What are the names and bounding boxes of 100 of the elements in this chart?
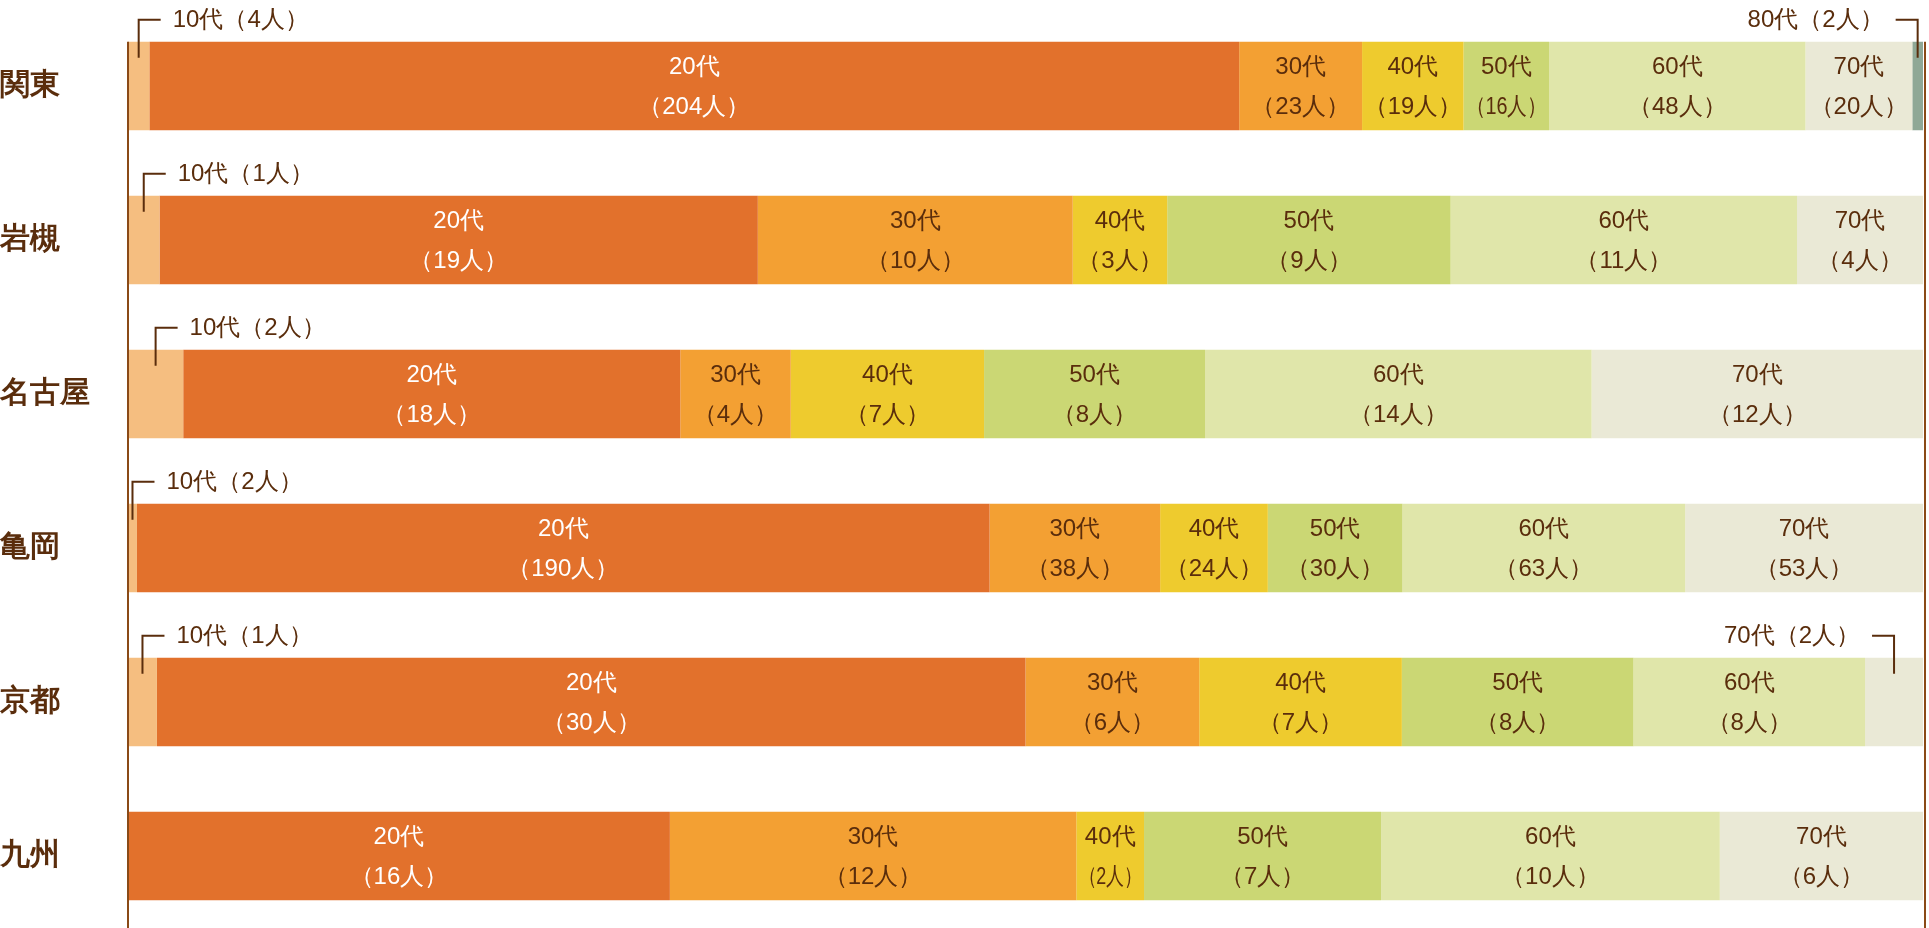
series-label: 50代	[1492, 667, 1544, 695]
bar	[1685, 503, 1923, 593]
y-tick-label: 岩槻	[0, 221, 60, 255]
data-label: （190人）	[507, 553, 620, 581]
bar	[1199, 657, 1402, 747]
data-label: （38人）	[1025, 553, 1125, 581]
series-label: 40代	[1275, 667, 1326, 695]
bar	[1805, 41, 1913, 131]
data-label: （30人）	[541, 707, 641, 735]
data-label: （9人）	[1266, 245, 1352, 273]
bar	[1167, 195, 1451, 285]
series-label: 60代	[1518, 513, 1570, 541]
data-label: （20人）	[1809, 91, 1909, 119]
bar	[680, 349, 791, 439]
text: 10代（1人）	[177, 159, 314, 187]
bar	[136, 503, 990, 593]
bar	[1450, 195, 1798, 285]
text: 10代（4人）	[172, 5, 309, 33]
data-label: （4人）	[692, 399, 779, 427]
data-label: （6人）	[1778, 861, 1865, 889]
series-label: 40代	[1084, 821, 1136, 849]
data-label: （8人）	[1706, 707, 1792, 735]
data-label: （30人）	[1285, 553, 1385, 581]
series-label: 20代	[668, 51, 720, 79]
series-label: 50代	[1309, 513, 1361, 541]
series-label: 70代	[1833, 51, 1885, 79]
series-label: 20代	[537, 513, 589, 541]
series-label: 30代	[710, 359, 761, 387]
series-label: 20代	[406, 359, 458, 387]
data-label: （7人）	[1257, 707, 1344, 735]
bar	[1144, 811, 1382, 901]
series-label: 70代	[1796, 821, 1847, 849]
bar	[156, 657, 1026, 747]
data-label: （23人）	[1251, 91, 1350, 119]
series-label: 50代	[1283, 205, 1335, 233]
series-label: 60代	[1525, 821, 1576, 849]
bar	[757, 195, 1073, 285]
text: 70代（2人）	[1724, 621, 1861, 649]
series-label: 60代	[1651, 51, 1703, 79]
series-label: 60代	[1598, 205, 1650, 233]
text: 10代（2人）	[166, 467, 303, 495]
data-label: （16人）	[349, 861, 449, 889]
data-label: （8人）	[1051, 399, 1138, 427]
bar	[1362, 41, 1464, 131]
data-label: （7人）	[844, 399, 931, 427]
text: 10代（1人）	[176, 621, 313, 649]
bar	[1160, 503, 1268, 593]
series-label: 60代	[1723, 667, 1775, 695]
bar	[790, 349, 985, 439]
bar	[1381, 811, 1720, 901]
data-label: （204人）	[638, 91, 751, 119]
bar	[1025, 657, 1200, 747]
series-label: 50代	[1237, 821, 1288, 849]
text: 10代（2人）	[189, 313, 326, 341]
series-label: 40代	[1387, 51, 1439, 79]
data-label: （14人）	[1348, 399, 1448, 427]
data-label: （10人）	[865, 245, 965, 273]
bar	[989, 503, 1161, 593]
series-label: 60代	[1372, 359, 1424, 387]
series-label: 50代	[1480, 51, 1532, 79]
data-label: （7人）	[1219, 861, 1306, 889]
bar	[1797, 195, 1923, 285]
series-label: 20代	[565, 667, 617, 695]
series-label: 30代	[1087, 667, 1138, 695]
data-label: （12人）	[1707, 399, 1807, 427]
data-label: （19人）	[1363, 91, 1462, 119]
bar	[1402, 503, 1686, 593]
bar	[984, 349, 1205, 439]
series-label: 30代	[1275, 51, 1326, 79]
series-label: 40代	[1094, 205, 1146, 233]
data-label: （4人）	[1817, 245, 1903, 273]
bar	[128, 349, 184, 439]
bar	[128, 657, 157, 747]
y-tick-label: 九州	[0, 837, 60, 871]
data-label: （10人）	[1501, 861, 1600, 889]
data-label: （3人）	[1077, 245, 1163, 273]
series-label: 50代	[1069, 359, 1120, 387]
bar	[1401, 657, 1634, 747]
data-label: （19人）	[409, 245, 509, 273]
bar	[1633, 657, 1866, 747]
series-label: 70代	[1778, 513, 1830, 541]
series-label: 70代	[1834, 205, 1886, 233]
data-label: （18人）	[382, 399, 482, 427]
series-label: 40代	[1188, 513, 1240, 541]
data-label: （6人）	[1069, 707, 1156, 735]
series-label: 30代	[847, 821, 899, 849]
bar	[183, 349, 681, 439]
bar	[128, 41, 150, 131]
y-tick-label: 亀岡	[0, 529, 60, 563]
bar	[128, 811, 670, 901]
data-label: （48人）	[1627, 91, 1727, 119]
series-label: 40代	[862, 359, 913, 387]
text: 80代（2人）	[1747, 5, 1884, 33]
bar	[1549, 41, 1806, 131]
bar	[1239, 41, 1363, 131]
bar	[1719, 811, 1923, 901]
y-tick-label: 名古屋	[0, 375, 90, 409]
bar	[1205, 349, 1592, 439]
series-label: 30代	[889, 205, 941, 233]
series-label: 70代	[1731, 359, 1783, 387]
